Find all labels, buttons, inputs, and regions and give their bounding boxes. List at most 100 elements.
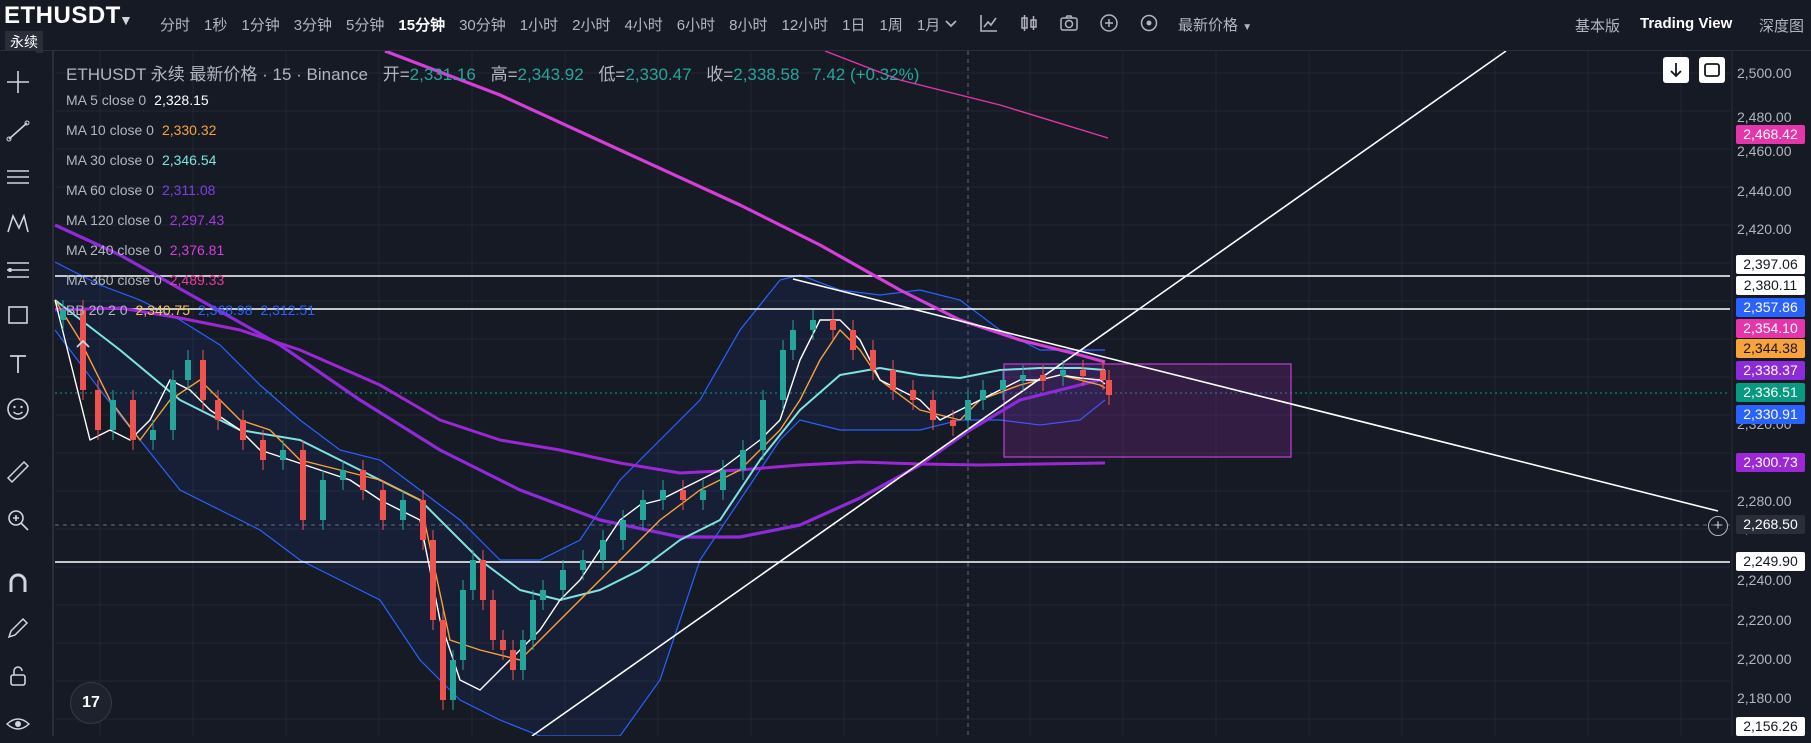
candle-body [1020, 375, 1026, 381]
pattern-icon[interactable] [4, 210, 32, 238]
price-tag: 2,344.38 [1736, 339, 1805, 358]
ma-legend-row[interactable]: MA 5 close 0 2,328.15 [66, 92, 209, 108]
interval-tab[interactable]: 1秒 [204, 17, 228, 34]
interval-tab[interactable]: 1周 [879, 17, 903, 34]
rectangle-icon[interactable] [4, 301, 32, 329]
fullscreen-button[interactable] [1699, 57, 1725, 83]
zoom-in-icon[interactable] [4, 506, 32, 534]
bb-legend-row[interactable]: BB 20 2 0 2,340.75 2,368.98 2,312.51 [66, 302, 315, 318]
candle-body [580, 560, 586, 570]
candle-body [430, 540, 436, 620]
collapse-legend-icon[interactable] [72, 335, 94, 353]
price-tick: 2,180.00 [1737, 690, 1792, 706]
interval-tab[interactable]: 3分钟 [293, 17, 333, 34]
ma-value: 2,489.33 [169, 272, 225, 288]
trend-line-icon[interactable] [4, 117, 32, 145]
ma-label: MA 10 close 0 [66, 122, 154, 138]
view-tradingview-tab[interactable]: Trading View [1640, 15, 1733, 32]
more-intervals-chevron-icon[interactable] [940, 12, 962, 34]
ma-label: MA 5 close 0 [66, 92, 147, 108]
interval-tab[interactable]: 1日 [842, 17, 866, 34]
lock-icon[interactable] [4, 662, 32, 690]
ma-legend-row[interactable]: MA 30 close 0 2,346.54 [66, 152, 216, 168]
interval-tab[interactable]: 15分钟 [398, 17, 446, 34]
price-tag: 2,380.11 [1736, 276, 1805, 295]
chevron-down-icon: ▼ [1242, 22, 1253, 33]
ma240-line [384, 49, 1106, 364]
candle-body [965, 400, 971, 420]
interval-tab[interactable]: 1小时 [519, 17, 559, 34]
candle-body [930, 400, 936, 420]
candle-body [300, 450, 306, 520]
candle-body [240, 420, 246, 440]
interval-tab[interactable]: 1分钟 [241, 17, 280, 34]
bb-value: 2,368.98 [198, 302, 253, 318]
ma-legend-row[interactable]: MA 240 close 0 2,376.81 [66, 242, 224, 258]
ma-legend-row[interactable]: MA 360 close 0 2,489.33 [66, 272, 224, 288]
candle-body [60, 310, 66, 320]
eye-icon[interactable] [4, 710, 32, 738]
ma-legend-row[interactable]: MA 10 close 0 2,330.32 [66, 122, 216, 138]
interval-tab[interactable]: 4小时 [624, 17, 663, 34]
interval-tab[interactable]: 2小时 [572, 17, 611, 34]
candle-body [200, 360, 206, 400]
add-alert-plus-icon[interactable]: + [1708, 516, 1728, 536]
candle-body [530, 600, 536, 640]
interval-tab[interactable]: 1月 [916, 17, 941, 34]
download-button[interactable] [1663, 57, 1689, 83]
candle-body [400, 500, 406, 520]
add-icon[interactable] [1098, 12, 1120, 34]
horizontal-lines-icon[interactable] [4, 163, 32, 191]
price-tag: 2,156.26 [1736, 717, 1805, 736]
text-icon[interactable] [4, 350, 32, 378]
price-tag: 2,249.90 [1736, 552, 1805, 571]
candle-body [340, 470, 346, 480]
settings-icon[interactable] [1138, 12, 1160, 34]
candle-body [1060, 370, 1066, 376]
ma60-line [54, 306, 1106, 475]
candle-body [185, 360, 191, 380]
legend-symbol: ETHUSDT 永续 最新价格 · 15 · Binance [66, 65, 368, 84]
interval-tab[interactable]: 6小时 [676, 17, 716, 34]
pencil-lock-icon[interactable] [4, 614, 32, 642]
candle-body [640, 500, 646, 520]
tradingview-logo[interactable]: 17 [70, 682, 112, 724]
crosshair-icon[interactable] [4, 68, 32, 96]
price-tick: 2,460.00 [1737, 143, 1792, 159]
close-value: 2,338.58 [733, 65, 800, 84]
ma30-line [54, 299, 1106, 601]
price-tick: 2,220.00 [1737, 612, 1792, 628]
view-basic-tab[interactable]: 基本版 [1575, 18, 1621, 35]
interval-tab[interactable]: 8小时 [729, 17, 768, 34]
price-tick: 2,200.00 [1737, 651, 1792, 667]
fib-icon[interactable] [4, 256, 32, 284]
candle-body [540, 590, 546, 600]
bb-value: 2,340.75 [135, 302, 191, 318]
interval-tab[interactable]: 30分钟 [459, 17, 506, 34]
candle-body [760, 400, 766, 450]
price-tag: 2,468.42 [1736, 125, 1805, 144]
emoji-icon[interactable] [4, 395, 32, 423]
symbol-chevron-down-icon[interactable]: ▼ [119, 12, 133, 28]
camera-icon[interactable] [1058, 12, 1080, 34]
candle-body [460, 590, 466, 660]
ma-legend-row[interactable]: MA 120 close 0 2,297.43 [66, 212, 224, 228]
indicators-icon[interactable] [978, 12, 1000, 34]
candle-body [420, 500, 426, 540]
magnet-icon[interactable] [4, 570, 32, 598]
candle-style-icon[interactable] [1018, 12, 1040, 34]
interval-tab[interactable]: 12小时 [781, 17, 829, 34]
view-depth-tab[interactable]: 深度图 [1759, 18, 1805, 35]
price-tag: 2,357.86 [1736, 298, 1805, 317]
ma-legend-row[interactable]: MA 60 close 0 2,311.08 [66, 182, 215, 198]
interval-tab[interactable]: 分时 [160, 17, 191, 34]
symbol-name[interactable]: ETHUSDT [4, 2, 121, 29]
candle-body [480, 560, 486, 600]
price-zone-rectangle [1003, 363, 1292, 458]
ma-label: MA 240 close 0 [66, 242, 162, 258]
interval-tab[interactable]: 5分钟 [346, 17, 385, 34]
candle-body [560, 570, 566, 590]
price-type-dropdown[interactable]: 最新价格 ▼ [1178, 14, 1252, 35]
ruler-icon[interactable] [4, 458, 32, 486]
